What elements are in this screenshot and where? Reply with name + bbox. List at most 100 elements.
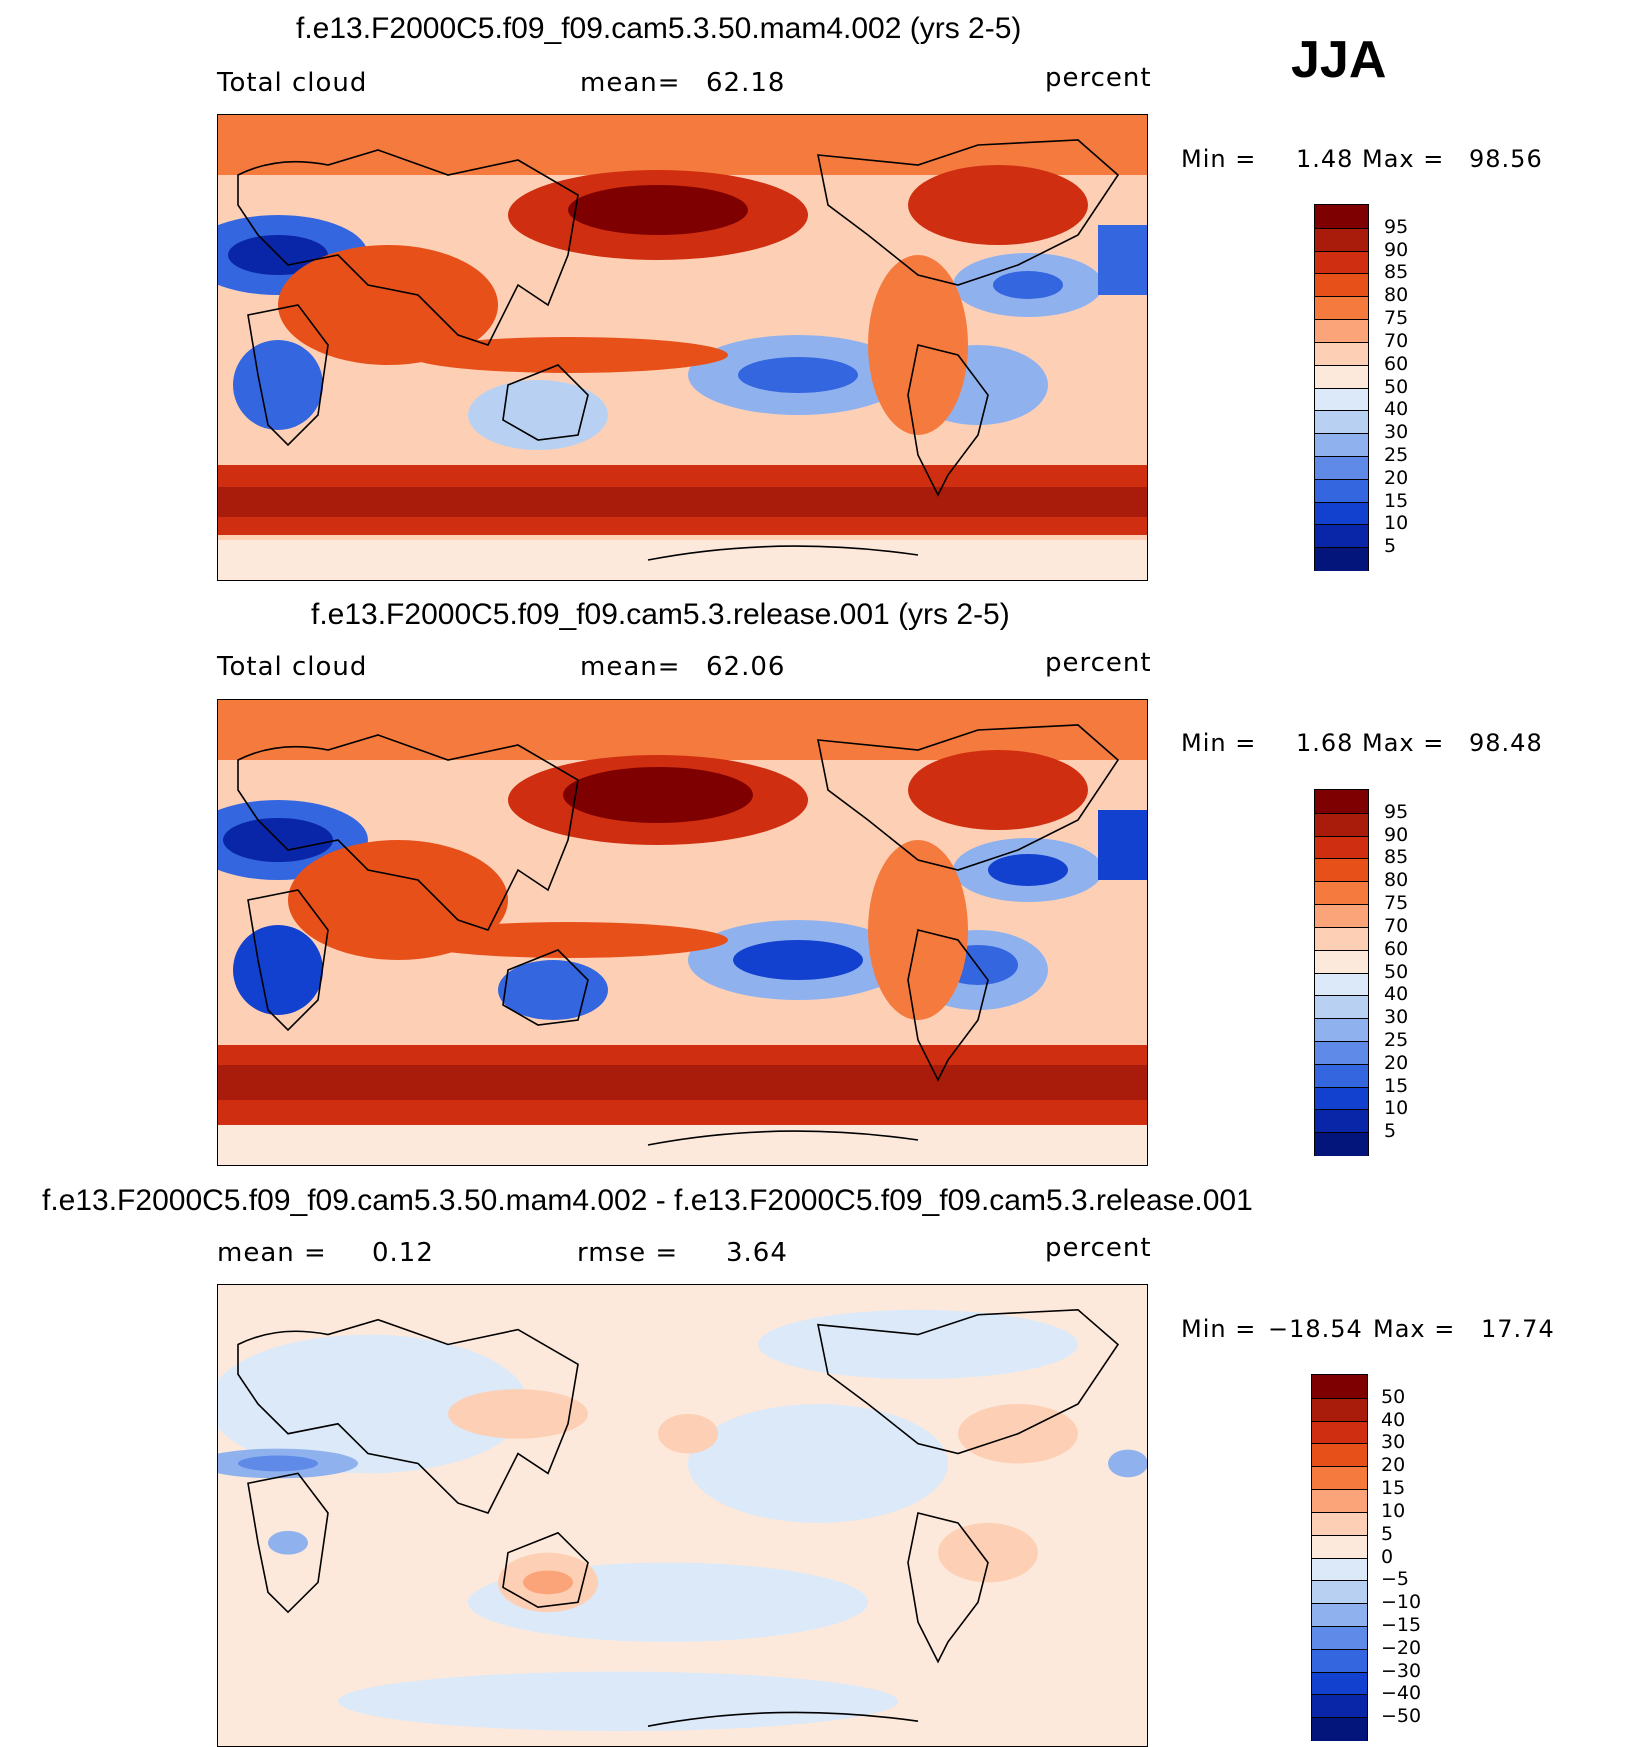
panel-bottom-colorbar-label: −50 (1381, 1705, 1422, 1728)
panel-middle-min-label: Min = (1181, 729, 1257, 757)
panel-bottom-colorbar-swatch (1312, 1717, 1367, 1741)
panel-bottom-colorbar-label: −10 (1381, 1591, 1422, 1614)
panel-top-colorbar-swatch (1315, 341, 1368, 366)
panel-bottom-colorbar-label: 30 (1381, 1431, 1406, 1454)
panel-middle-colorbar-swatch (1315, 995, 1368, 1020)
panel-middle-map-graphic (218, 700, 1147, 1165)
panel-top-colorbar-label: 90 (1384, 238, 1409, 261)
panel-top-title: f.e13.F2000C5.f09_f09.cam5.3.50.mam4.002… (296, 12, 1022, 45)
panel-middle-colorbar-swatch (1315, 1018, 1368, 1042)
panel-bottom-colorbar-label: 10 (1381, 1499, 1406, 1522)
panel-middle-colorbar-label: 75 (1384, 892, 1409, 915)
panel-top-colorbar-swatch (1315, 205, 1368, 228)
panel-bottom-colorbar-swatch (1312, 1443, 1367, 1468)
panel-bottom-colorbar-swatch (1312, 1534, 1367, 1559)
panel-bottom-mean-label: mean = (217, 1238, 327, 1268)
panel-bottom-colorbar-swatch (1312, 1648, 1367, 1673)
panel-bottom-colorbar-swatch (1312, 1694, 1367, 1719)
panel-bottom-rmse-value: 3.64 (726, 1238, 788, 1268)
panel-bottom-colorbar-label: −5 (1381, 1568, 1410, 1591)
panel-middle-colorbar-label: 90 (1384, 823, 1409, 846)
panel-middle-colorbar-label: 60 (1384, 937, 1409, 960)
panel-top-colorbar-swatch (1315, 250, 1368, 275)
panel-middle-units: percent (1045, 648, 1152, 678)
panel-middle-variable-label: Total cloud (217, 652, 368, 682)
panel-top-max-value: 98.56 (1469, 145, 1543, 173)
panel-bottom-colorbar-label: 40 (1381, 1408, 1406, 1431)
panel-top-colorbar-swatch (1315, 387, 1368, 412)
panel-bottom-colorbar (1311, 1374, 1368, 1741)
panel-top-colorbar-label: 60 (1384, 352, 1409, 375)
season-label: JJA (1291, 31, 1387, 89)
panel-bottom-colorbar-swatch (1312, 1511, 1367, 1536)
panel-bottom-colorbar-swatch (1312, 1375, 1367, 1398)
panel-middle-colorbar-label: 30 (1384, 1006, 1409, 1029)
panel-top-colorbar-swatch (1315, 501, 1368, 526)
panel-middle-colorbar-label: 25 (1384, 1028, 1409, 1051)
panel-bottom-colorbar-swatch (1312, 1420, 1367, 1445)
panel-bottom-colorbar-label: 5 (1381, 1522, 1394, 1545)
panel-middle-min-value: 1.68 (1296, 729, 1354, 757)
panel-middle-mean-value: 62.06 (706, 652, 786, 682)
panel-top-mean-label: mean= (580, 68, 681, 98)
panel-bottom-colorbar-label: 15 (1381, 1477, 1406, 1500)
panel-top-max-label: Max = (1362, 145, 1445, 173)
panel-top-colorbar-swatch (1315, 524, 1368, 549)
panel-top-colorbar-label: 95 (1384, 215, 1409, 238)
panel-bottom-max-value: 17.74 (1481, 1315, 1555, 1343)
panel-bottom-colorbar-swatch (1312, 1397, 1367, 1422)
panel-top-colorbar-swatch (1315, 410, 1368, 435)
panel-middle-colorbar-swatch (1315, 858, 1368, 883)
panel-bottom-colorbar-swatch (1312, 1625, 1367, 1650)
panel-middle-colorbar-swatch (1315, 1040, 1368, 1065)
panel-middle-colorbar-label: 95 (1384, 800, 1409, 823)
panel-bottom-colorbar-swatch (1312, 1603, 1367, 1627)
panel-top-colorbar-label: 30 (1384, 421, 1409, 444)
panel-middle-colorbar-label: 20 (1384, 1051, 1409, 1074)
panel-middle-map (217, 699, 1148, 1166)
panel-middle-colorbar-label: 10 (1384, 1097, 1409, 1120)
panel-top-mean-value: 62.18 (706, 68, 786, 98)
panel-middle-colorbar-label: 5 (1384, 1120, 1397, 1143)
panel-middle-colorbar-swatch (1315, 926, 1368, 951)
panel-top-map-graphic (218, 115, 1147, 580)
panel-middle-max-value: 98.48 (1469, 729, 1543, 757)
panel-middle-colorbar-swatch (1315, 881, 1368, 906)
panel-top-min-value: 1.48 (1296, 145, 1354, 173)
panel-middle-max-label: Max = (1362, 729, 1445, 757)
panel-bottom-colorbar-label: 50 (1381, 1385, 1406, 1408)
panel-bottom-colorbar-label: 0 (1381, 1545, 1394, 1568)
panel-top-colorbar-swatch (1315, 433, 1368, 457)
panel-bottom-min-value: −18.54 (1268, 1315, 1363, 1343)
panel-top-colorbar-label: 75 (1384, 307, 1409, 330)
panel-bottom-colorbar-swatch (1312, 1580, 1367, 1605)
panel-middle-colorbar-label: 40 (1384, 983, 1409, 1006)
panel-middle-colorbar-swatch (1315, 1132, 1368, 1156)
panel-middle-mean-label: mean= (580, 652, 681, 682)
panel-top-min-label: Min = (1181, 145, 1257, 173)
panel-middle-colorbar-swatch (1315, 904, 1368, 928)
panel-bottom-colorbar-swatch (1312, 1557, 1367, 1582)
panel-middle-colorbar-swatch (1315, 835, 1368, 860)
panel-bottom-map-graphic (218, 1285, 1147, 1746)
panel-bottom-min-label: Min = (1181, 1315, 1257, 1343)
panel-middle-colorbar-label: 15 (1384, 1074, 1409, 1097)
panel-middle-colorbar-swatch (1315, 1109, 1368, 1134)
panel-top-colorbar-label: 40 (1384, 398, 1409, 421)
panel-top-colorbar-label: 25 (1384, 443, 1409, 466)
panel-top-colorbar-swatch (1315, 273, 1368, 298)
panel-bottom-colorbar-swatch (1312, 1466, 1367, 1491)
panel-middle-colorbar-swatch (1315, 790, 1368, 813)
panel-top-colorbar-swatch (1315, 364, 1368, 389)
panel-middle-colorbar (1314, 789, 1369, 1156)
panel-top-colorbar-swatch (1315, 547, 1368, 571)
panel-top-colorbar-label: 10 (1384, 512, 1409, 535)
panel-bottom-mean-value: 0.12 (372, 1238, 434, 1268)
panel-top-map (217, 114, 1148, 581)
panel-top-colorbar (1314, 204, 1369, 571)
panel-middle-colorbar-label: 80 (1384, 869, 1409, 892)
panel-middle-colorbar-swatch (1315, 812, 1368, 837)
panel-bottom-colorbar-label: 20 (1381, 1454, 1406, 1477)
panel-top-colorbar-label: 15 (1384, 489, 1409, 512)
panel-bottom-colorbar-label: −20 (1381, 1636, 1422, 1659)
